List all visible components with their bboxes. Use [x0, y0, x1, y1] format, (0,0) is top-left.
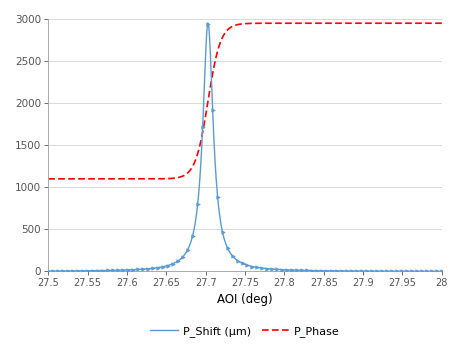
P_Phase — [232, 23, 237, 27]
P_Shift (μm) — [283, 268, 289, 272]
P_Phase — [144, 177, 149, 181]
P_Phase — [437, 21, 442, 25]
P_Shift (μm) — [327, 269, 333, 273]
P_Phase — [298, 21, 304, 25]
P_Shift (μm) — [298, 268, 304, 272]
P_Shift (μm) — [413, 269, 419, 273]
Line: P_Shift (μm): P_Shift (μm) — [48, 23, 442, 271]
P_Shift (μm) — [439, 269, 444, 273]
Line: P_Phase: P_Phase — [48, 23, 442, 179]
P_Shift (μm) — [205, 21, 211, 25]
P_Phase — [45, 177, 51, 181]
P_Phase — [439, 21, 444, 25]
P_Shift (μm) — [232, 256, 237, 260]
P_Phase — [327, 21, 333, 25]
P_Phase — [413, 21, 419, 25]
X-axis label: AOI (deg): AOI (deg) — [217, 293, 273, 306]
Legend: P_Shift (μm), P_Phase: P_Shift (μm), P_Phase — [146, 322, 344, 342]
P_Phase — [283, 21, 289, 25]
P_Shift (μm) — [45, 269, 51, 273]
P_Shift (μm) — [144, 267, 149, 271]
